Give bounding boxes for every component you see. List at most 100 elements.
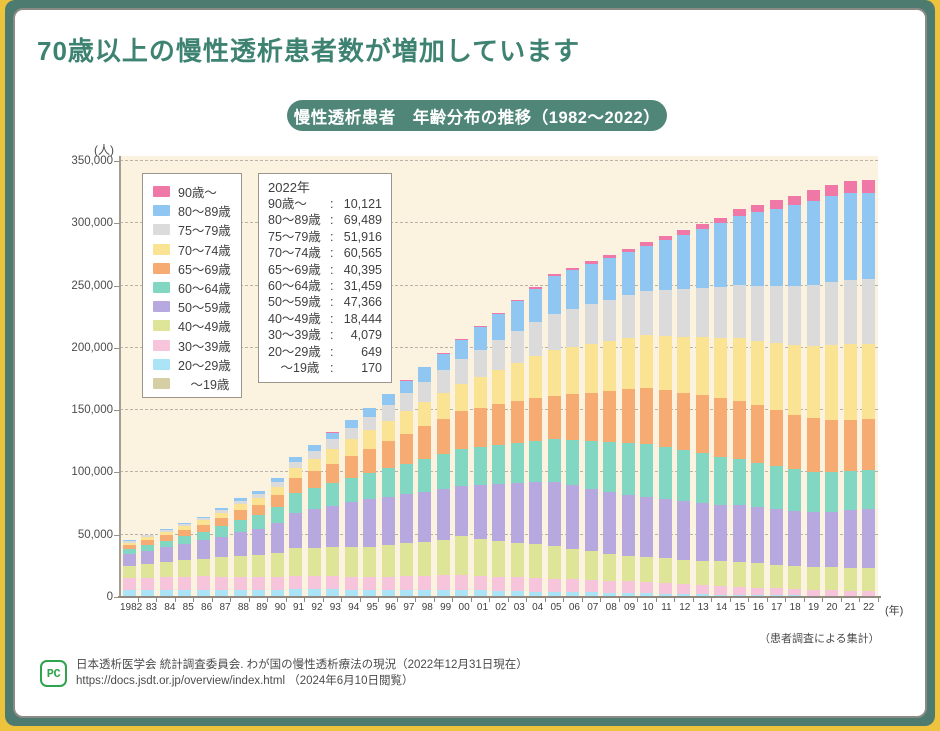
bar-segment	[159, 547, 173, 563]
annotation-label: 75〜79歳	[268, 229, 321, 244]
legend-label: 20〜29歳	[178, 358, 231, 373]
bar-segment	[270, 589, 284, 597]
legend-item: 50〜59歳	[153, 297, 241, 316]
bar-segment	[862, 567, 876, 591]
bar-segment	[492, 576, 506, 591]
bar-segment	[825, 184, 839, 197]
bar-segment	[677, 336, 691, 393]
x-tick-label: 1982	[120, 602, 143, 613]
x-tick-label: 02	[495, 602, 507, 613]
bar-slot-96	[379, 161, 397, 597]
bar-segment	[233, 576, 247, 590]
bar-segment	[326, 576, 340, 590]
bar-segment	[492, 445, 506, 485]
stacked-bar-00	[455, 339, 469, 597]
bar-segment	[436, 393, 450, 419]
legend-swatch	[153, 243, 170, 255]
x-tick-label: 89	[256, 602, 268, 613]
bar-segment	[825, 511, 839, 568]
bar-segment	[492, 312, 506, 315]
bar-segment	[122, 565, 136, 579]
x-tick-mark	[174, 598, 176, 602]
bar-slot-21	[841, 161, 859, 597]
bar-segment	[178, 543, 192, 561]
bar-segment	[492, 484, 506, 541]
bar-segment	[215, 518, 229, 527]
bar-slot-09	[619, 161, 637, 597]
x-tick-mark	[822, 598, 824, 602]
x-tick-label: 88	[237, 602, 249, 613]
x-tick-label: 10	[642, 602, 654, 613]
bar-segment	[270, 523, 284, 553]
bar-segment	[400, 576, 413, 590]
bar-segment	[843, 344, 857, 421]
bar-segment	[677, 288, 691, 337]
annotation-colon: :	[330, 246, 334, 261]
bar-slot-94	[342, 161, 360, 597]
legend-item: 80〜89歳	[153, 201, 241, 220]
annotation-label: 30〜39歳	[268, 328, 321, 343]
bar-segment	[436, 352, 450, 354]
bar-segment	[677, 593, 691, 597]
bar-segment	[326, 463, 340, 483]
gridline	[120, 160, 878, 161]
bar-segment	[603, 553, 617, 581]
bar-segment	[141, 535, 155, 538]
bar-slot-07	[582, 161, 600, 597]
bar-segment	[843, 280, 857, 345]
annotation-value: 51,916	[343, 229, 382, 244]
legend-swatch	[153, 320, 170, 332]
bar-segment	[307, 547, 321, 577]
bar-segment	[584, 392, 598, 442]
bar-segment	[178, 536, 192, 544]
stacked-bar-12	[677, 229, 691, 597]
bar-segment	[510, 363, 524, 402]
bar-segment	[307, 509, 321, 548]
bar-slot-18	[785, 161, 803, 597]
y-tick-mark	[114, 223, 120, 225]
bar-segment	[326, 505, 340, 548]
bar-segment	[196, 589, 210, 597]
x-tick-label: 20	[826, 602, 838, 613]
bar-segment	[122, 541, 136, 543]
bar-segment	[862, 469, 876, 509]
x-tick-mark	[785, 598, 787, 602]
bar-segment	[178, 576, 192, 590]
bar-segment	[455, 340, 469, 359]
bar-segment	[473, 326, 487, 328]
bar-segment	[307, 450, 321, 459]
bar-segment	[363, 416, 377, 430]
bar-segment	[547, 276, 561, 314]
x-tick-mark	[470, 598, 472, 602]
bar-segment	[677, 229, 691, 235]
bar-segment	[584, 592, 598, 597]
bar-segment	[233, 589, 247, 597]
bar-segment	[289, 512, 303, 549]
bar-segment	[363, 576, 377, 590]
bar-segment	[603, 299, 617, 342]
x-tick-label: 12	[679, 602, 691, 613]
legend-swatch	[153, 301, 170, 313]
bar-segment	[381, 545, 395, 577]
legend: 90歳〜 80〜89歳 75〜79歳 70〜74歳 65〜69歳 60〜64歳 50〜59歳…	[142, 173, 242, 398]
x-tick-mark	[877, 598, 879, 602]
bar-segment	[455, 449, 469, 487]
stacked-bar-88	[233, 498, 247, 597]
y-axis-line	[119, 156, 121, 598]
bar-segment	[141, 540, 155, 545]
bar-segment	[566, 579, 580, 593]
x-tick-mark	[341, 598, 343, 602]
bar-segment	[695, 584, 709, 595]
citation-line-1: 日本透析医学会 統計調査委員会. わが国の慢性透析療法の現況（2022年12月3…	[76, 659, 528, 671]
bar-segment	[455, 574, 469, 591]
content-panel: 70歳以上の慢性透析患者数が増加しています 慢性透析患者 年齢分布の推移（198…	[13, 8, 927, 718]
bar-segment	[400, 494, 413, 544]
bar-segment	[621, 555, 635, 582]
bar-segment	[196, 576, 210, 590]
annotation-colon: :	[330, 279, 334, 294]
annotation-row: 80〜89歳:69,489	[268, 212, 382, 228]
y-tick-label: 100,000	[71, 466, 113, 479]
x-tick-label: 95	[366, 602, 378, 613]
bar-segment	[178, 526, 192, 531]
bar-segment	[178, 523, 192, 527]
